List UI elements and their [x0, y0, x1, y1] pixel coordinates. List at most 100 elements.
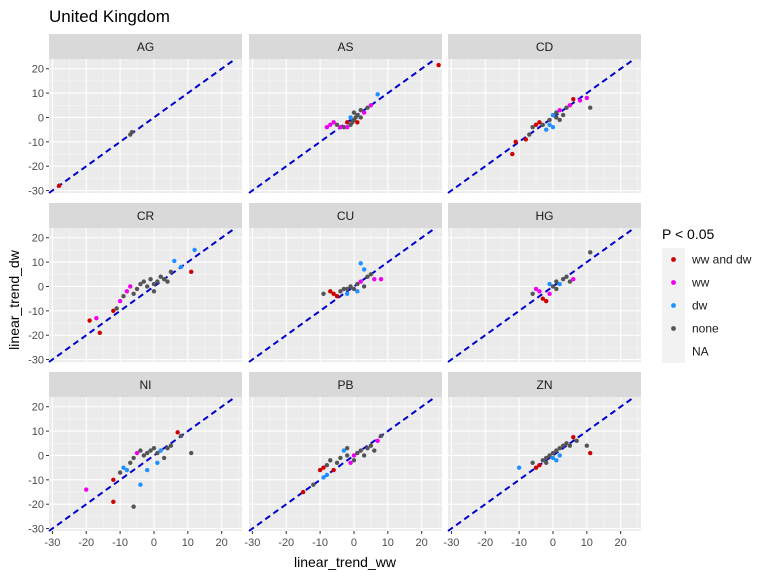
data-point	[178, 433, 184, 439]
data-point	[554, 448, 559, 453]
facet-strip	[49, 34, 242, 59]
facet-strip	[448, 203, 641, 228]
x-tick-label: 10	[581, 537, 593, 549]
data-point	[358, 107, 363, 113]
data-point	[128, 284, 133, 289]
x-tick-label: 20	[416, 537, 428, 549]
data-point	[111, 477, 116, 483]
data-point	[530, 460, 535, 465]
data-point	[117, 298, 123, 304]
data-point	[331, 291, 336, 296]
data-point	[148, 448, 153, 453]
data-point	[375, 438, 380, 444]
facet-panel-as: AS	[248, 34, 442, 194]
data-point	[365, 105, 370, 110]
data-point	[372, 448, 377, 453]
reference-line	[248, 396, 436, 532]
data-point	[564, 105, 569, 110]
data-point	[530, 125, 535, 130]
facet-strip-label: AS	[337, 40, 353, 54]
data-point	[338, 289, 343, 294]
data-point	[527, 132, 532, 137]
data-point	[321, 475, 326, 480]
legend-item-none: none	[662, 317, 719, 340]
data-point	[128, 460, 133, 465]
legend-title: P < 0.05	[662, 226, 715, 242]
legend-item-dw: dw	[662, 294, 708, 317]
data-point	[165, 445, 170, 451]
data-point	[355, 450, 360, 456]
facet-panel-hg: HG	[447, 203, 641, 363]
data-point	[351, 286, 357, 292]
x-tick-label: 10	[182, 537, 194, 549]
data-point	[317, 467, 323, 473]
data-point	[321, 291, 326, 296]
data-point	[131, 504, 136, 509]
x-tick-label: -10	[312, 537, 328, 549]
data-point	[351, 110, 357, 115]
y-tick-label: 20	[32, 402, 44, 414]
facet-strip	[249, 34, 442, 59]
data-point	[574, 438, 579, 444]
data-point	[368, 443, 374, 448]
x-tick-label: 0	[351, 537, 357, 549]
facet-strip-label: PB	[337, 378, 353, 392]
legend-item-ww: ww	[662, 271, 710, 294]
data-point	[351, 453, 357, 458]
legend-swatch	[671, 257, 676, 262]
data-point	[358, 261, 363, 266]
data-point	[540, 296, 546, 301]
data-point	[361, 267, 367, 272]
data-point	[533, 465, 539, 470]
data-point	[344, 120, 350, 125]
y-tick-label: -10	[28, 475, 44, 487]
data-point	[111, 308, 116, 314]
data-point	[141, 453, 147, 458]
legend-swatch	[671, 303, 676, 308]
data-point	[560, 112, 566, 118]
data-point	[311, 482, 316, 487]
y-tick-label: 20	[32, 64, 44, 76]
x-tick-label: 0	[151, 537, 157, 549]
y-tick-label: 10	[32, 88, 44, 100]
y-tick-label: -30	[28, 524, 44, 536]
data-point	[97, 330, 102, 335]
data-point	[375, 92, 380, 97]
data-point	[148, 276, 153, 282]
facet-panel-cr: CR -30 -20 -10 0 10 20	[28, 203, 242, 367]
data-point	[168, 443, 174, 448]
data-point	[344, 445, 350, 451]
legend-label: dw	[692, 299, 708, 313]
data-point	[165, 279, 170, 284]
facet-panel-ni: NI -30 -20 -10 0 10 20 -30 -20 -10 0 10 20	[28, 372, 242, 549]
data-point	[344, 286, 350, 292]
panel-background	[49, 59, 242, 193]
data-point	[158, 274, 163, 279]
legend: P < 0.05 ww and dw ww dw none NA	[662, 226, 752, 363]
x-tick-label: -20	[278, 537, 294, 549]
data-point	[121, 465, 126, 470]
data-point	[158, 448, 163, 453]
data-point	[138, 281, 143, 287]
data-point	[358, 448, 363, 453]
y-axis-label: linear_trend_dw	[6, 249, 22, 350]
data-point	[571, 276, 576, 282]
data-point	[324, 125, 330, 130]
data-point	[540, 122, 546, 127]
legend-swatch	[671, 280, 676, 285]
data-point	[161, 276, 167, 282]
data-point	[348, 122, 353, 127]
facet-strip-label: CR	[137, 209, 155, 223]
data-point	[571, 435, 576, 440]
data-point	[358, 115, 363, 120]
data-point	[554, 286, 559, 292]
data-point	[588, 450, 593, 456]
data-point	[537, 463, 542, 468]
data-point	[533, 122, 539, 127]
data-point	[124, 289, 130, 294]
data-point	[348, 284, 353, 289]
y-tick-label: 10	[32, 257, 44, 269]
data-point	[584, 443, 590, 448]
data-point	[368, 103, 374, 108]
